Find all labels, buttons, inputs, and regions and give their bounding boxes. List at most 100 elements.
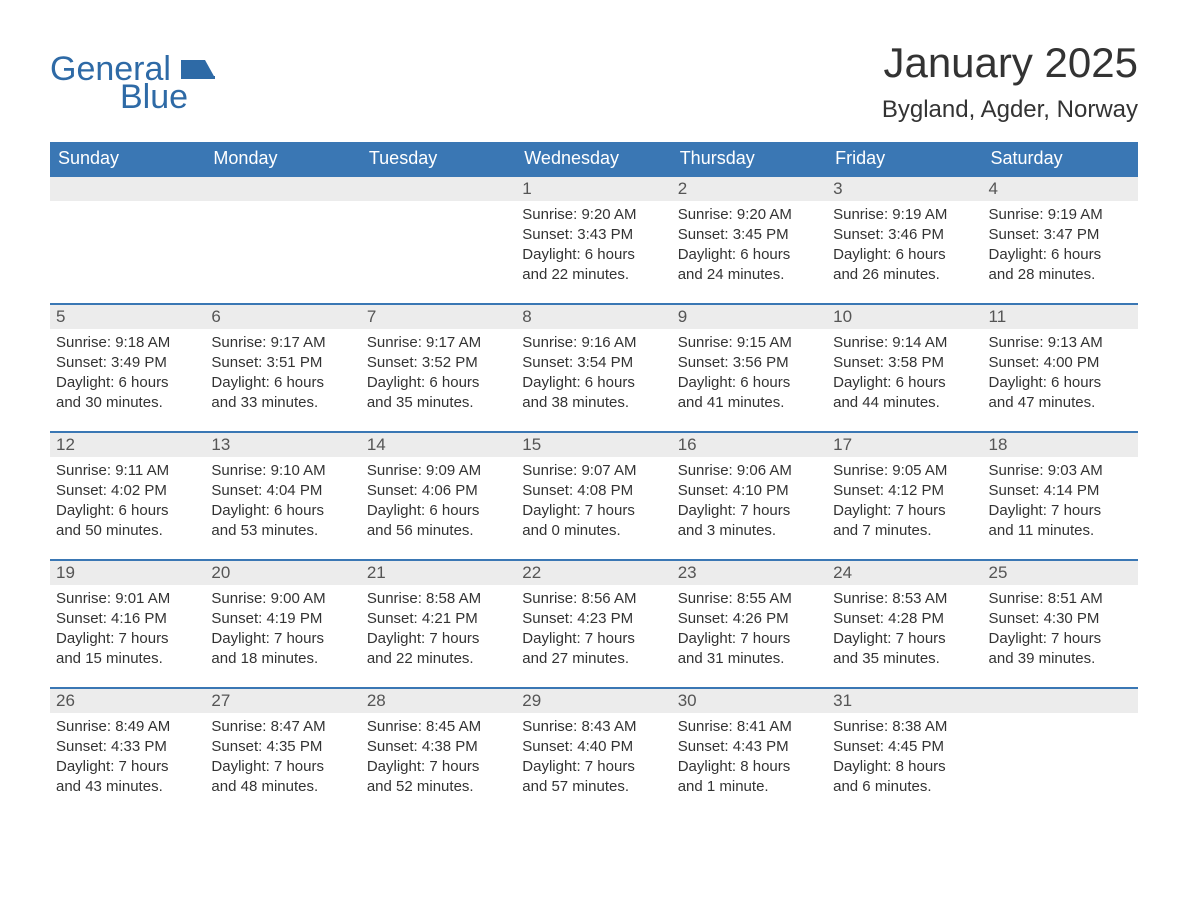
daylight-text-line2: and 18 minutes. [211, 649, 354, 669]
sunrise-text: Sunrise: 8:43 AM [522, 717, 665, 737]
calendar-day-cell: 14Sunrise: 9:09 AMSunset: 4:06 PMDayligh… [361, 431, 516, 559]
sunset-text: Sunset: 4:26 PM [678, 609, 821, 629]
daylight-text-line2: and 48 minutes. [211, 777, 354, 797]
calendar-day-cell: 6Sunrise: 9:17 AMSunset: 3:51 PMDaylight… [205, 303, 360, 431]
calendar-day-cell: 23Sunrise: 8:55 AMSunset: 4:26 PMDayligh… [672, 559, 827, 687]
weekday-header: Monday [205, 142, 360, 175]
calendar-day-cell: 10Sunrise: 9:14 AMSunset: 3:58 PMDayligh… [827, 303, 982, 431]
sunrise-text: Sunrise: 9:10 AM [211, 461, 354, 481]
sunrise-text: Sunrise: 9:06 AM [678, 461, 821, 481]
day-details: Sunrise: 8:49 AMSunset: 4:33 PMDaylight:… [50, 713, 205, 807]
calendar-day-cell: 5Sunrise: 9:18 AMSunset: 3:49 PMDaylight… [50, 303, 205, 431]
day-number: 30 [672, 687, 827, 713]
sunrise-text: Sunrise: 9:09 AM [367, 461, 510, 481]
day-details: Sunrise: 8:38 AMSunset: 4:45 PMDaylight:… [827, 713, 982, 807]
daylight-text-line2: and 56 minutes. [367, 521, 510, 541]
day-details: Sunrise: 8:58 AMSunset: 4:21 PMDaylight:… [361, 585, 516, 679]
day-number: 2 [672, 175, 827, 201]
daylight-text-line2: and 41 minutes. [678, 393, 821, 413]
calendar-day-cell: 13Sunrise: 9:10 AMSunset: 4:04 PMDayligh… [205, 431, 360, 559]
daylight-text-line1: Daylight: 6 hours [522, 373, 665, 393]
calendar-day-cell: 19Sunrise: 9:01 AMSunset: 4:16 PMDayligh… [50, 559, 205, 687]
sunrise-text: Sunrise: 8:38 AM [833, 717, 976, 737]
daylight-text-line1: Daylight: 6 hours [367, 501, 510, 521]
sunrise-text: Sunrise: 8:49 AM [56, 717, 199, 737]
sunset-text: Sunset: 4:06 PM [367, 481, 510, 501]
calendar-day-cell: 4Sunrise: 9:19 AMSunset: 3:47 PMDaylight… [983, 175, 1138, 303]
sunrise-text: Sunrise: 9:05 AM [833, 461, 976, 481]
daylight-text-line1: Daylight: 6 hours [367, 373, 510, 393]
month-year: January 2025 [882, 40, 1138, 86]
brand-text: General Blue [50, 52, 215, 114]
daylight-text-line2: and 24 minutes. [678, 265, 821, 285]
day-number: 18 [983, 431, 1138, 457]
day-details: Sunrise: 9:03 AMSunset: 4:14 PMDaylight:… [983, 457, 1138, 551]
sunrise-text: Sunrise: 8:41 AM [678, 717, 821, 737]
day-number: 3 [827, 175, 982, 201]
header: General Blue January 2025 Bygland, Agder… [50, 40, 1138, 124]
day-details: Sunrise: 9:07 AMSunset: 4:08 PMDaylight:… [516, 457, 671, 551]
calendar-day-cell: 20Sunrise: 9:00 AMSunset: 4:19 PMDayligh… [205, 559, 360, 687]
day-number: 28 [361, 687, 516, 713]
weekday-header: Sunday [50, 142, 205, 175]
sunrise-text: Sunrise: 9:07 AM [522, 461, 665, 481]
sunrise-text: Sunrise: 9:19 AM [989, 205, 1132, 225]
sunset-text: Sunset: 3:46 PM [833, 225, 976, 245]
day-details: Sunrise: 8:41 AMSunset: 4:43 PMDaylight:… [672, 713, 827, 807]
sunrise-text: Sunrise: 9:15 AM [678, 333, 821, 353]
daylight-text-line1: Daylight: 6 hours [211, 501, 354, 521]
sunset-text: Sunset: 3:43 PM [522, 225, 665, 245]
sunset-text: Sunset: 3:47 PM [989, 225, 1132, 245]
day-number: 25 [983, 559, 1138, 585]
sunrise-text: Sunrise: 9:20 AM [678, 205, 821, 225]
sunrise-text: Sunrise: 9:00 AM [211, 589, 354, 609]
day-number: 7 [361, 303, 516, 329]
sunset-text: Sunset: 3:56 PM [678, 353, 821, 373]
day-number: 27 [205, 687, 360, 713]
daylight-text-line2: and 33 minutes. [211, 393, 354, 413]
sunrise-text: Sunrise: 8:45 AM [367, 717, 510, 737]
sunrise-text: Sunrise: 9:17 AM [367, 333, 510, 353]
sunset-text: Sunset: 4:02 PM [56, 481, 199, 501]
calendar-week-row: 26Sunrise: 8:49 AMSunset: 4:33 PMDayligh… [50, 687, 1138, 815]
sunset-text: Sunset: 4:23 PM [522, 609, 665, 629]
day-details: Sunrise: 9:00 AMSunset: 4:19 PMDaylight:… [205, 585, 360, 679]
day-number: 8 [516, 303, 671, 329]
daylight-text-line1: Daylight: 7 hours [211, 629, 354, 649]
daylight-text-line1: Daylight: 7 hours [56, 757, 199, 777]
daylight-text-line2: and 43 minutes. [56, 777, 199, 797]
daylight-text-line2: and 27 minutes. [522, 649, 665, 669]
calendar-day-cell: 2Sunrise: 9:20 AMSunset: 3:45 PMDaylight… [672, 175, 827, 303]
sunset-text: Sunset: 4:33 PM [56, 737, 199, 757]
sunset-text: Sunset: 4:30 PM [989, 609, 1132, 629]
sunrise-text: Sunrise: 8:55 AM [678, 589, 821, 609]
sunset-text: Sunset: 3:51 PM [211, 353, 354, 373]
day-number: 20 [205, 559, 360, 585]
day-number: 22 [516, 559, 671, 585]
day-details: Sunrise: 9:20 AMSunset: 3:45 PMDaylight:… [672, 201, 827, 295]
daylight-text-line1: Daylight: 7 hours [989, 629, 1132, 649]
day-details [205, 201, 360, 215]
sunset-text: Sunset: 3:58 PM [833, 353, 976, 373]
sunset-text: Sunset: 4:28 PM [833, 609, 976, 629]
calendar-day-cell [50, 175, 205, 303]
day-number: 19 [50, 559, 205, 585]
day-details [50, 201, 205, 215]
daylight-text-line1: Daylight: 6 hours [989, 373, 1132, 393]
daylight-text-line2: and 1 minute. [678, 777, 821, 797]
sunset-text: Sunset: 4:08 PM [522, 481, 665, 501]
sunset-text: Sunset: 4:12 PM [833, 481, 976, 501]
daylight-text-line2: and 15 minutes. [56, 649, 199, 669]
daylight-text-line1: Daylight: 7 hours [522, 629, 665, 649]
day-details [361, 201, 516, 215]
day-details: Sunrise: 9:05 AMSunset: 4:12 PMDaylight:… [827, 457, 982, 551]
calendar-week-row: 5Sunrise: 9:18 AMSunset: 3:49 PMDaylight… [50, 303, 1138, 431]
day-details: Sunrise: 8:51 AMSunset: 4:30 PMDaylight:… [983, 585, 1138, 679]
day-details: Sunrise: 8:55 AMSunset: 4:26 PMDaylight:… [672, 585, 827, 679]
daylight-text-line2: and 53 minutes. [211, 521, 354, 541]
daylight-text-line1: Daylight: 7 hours [522, 501, 665, 521]
daylight-text-line2: and 44 minutes. [833, 393, 976, 413]
brand-logo: General Blue [50, 52, 215, 114]
calendar-day-cell: 18Sunrise: 9:03 AMSunset: 4:14 PMDayligh… [983, 431, 1138, 559]
calendar-day-cell: 24Sunrise: 8:53 AMSunset: 4:28 PMDayligh… [827, 559, 982, 687]
